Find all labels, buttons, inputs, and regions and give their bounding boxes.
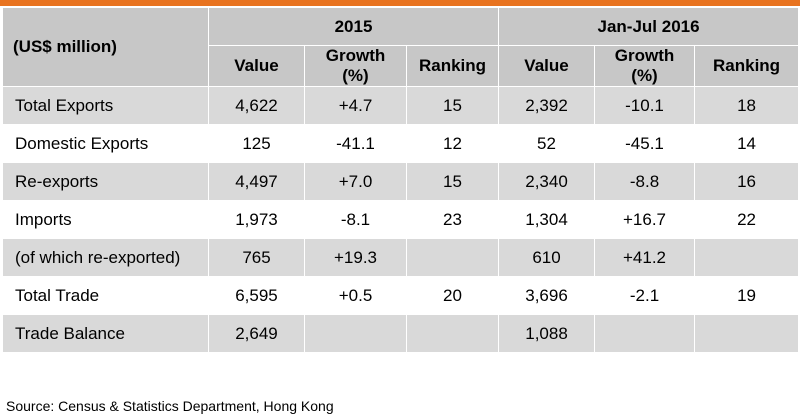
cell-ranking	[405, 314, 500, 353]
cell-value: 2,392	[498, 86, 596, 125]
cell-ranking: 14	[694, 124, 800, 163]
cell-ranking: 16	[694, 162, 800, 201]
cell-value: 6,595	[208, 276, 305, 315]
cell-ranking	[405, 238, 500, 277]
unit-header: (US$ million)	[2, 7, 209, 87]
row-label: (of which re-exported)	[2, 238, 209, 277]
cell-value: 765	[208, 238, 305, 277]
table-row-total-exports: Total Exports 4,622 +4.7 15 2,392 -10.1 …	[2, 86, 800, 125]
cell-growth: +19.3	[304, 238, 407, 277]
cell-ranking: 23	[405, 200, 500, 239]
cell-growth	[594, 314, 696, 353]
row-label: Domestic Exports	[2, 124, 209, 163]
cell-value: 1,304	[498, 200, 596, 239]
cell-growth: -8.1	[304, 200, 407, 239]
source-note: Source: Census & Statistics Department, …	[6, 398, 334, 414]
cell-growth: +4.7	[304, 86, 407, 125]
cell-growth: -2.1	[594, 276, 696, 315]
row-label: Trade Balance	[2, 314, 209, 353]
row-label: Total Exports	[2, 86, 209, 125]
cell-ranking: 12	[405, 124, 500, 163]
table-row-domestic-exports: Domestic Exports 125 -41.1 12 52 -45.1 1…	[2, 124, 800, 163]
cell-value: 2,649	[208, 314, 305, 353]
cell-value: 3,696	[498, 276, 596, 315]
cell-growth: +0.5	[304, 276, 407, 315]
col-header-ranking: Ranking	[694, 45, 800, 87]
table-row-imports: Imports 1,973 -8.1 23 1,304 +16.7 22	[2, 200, 800, 239]
table-row-of-which-re-exported: (of which re-exported) 765 +19.3 610 +41…	[2, 238, 800, 277]
table-row-trade-balance: Trade Balance 2,649 1,088	[2, 314, 800, 353]
cell-value: 125	[208, 124, 305, 163]
row-label: Re-exports	[2, 162, 209, 201]
col-header-value: Value	[498, 45, 596, 87]
period-header-2015: 2015	[207, 7, 500, 46]
table-row-re-exports: Re-exports 4,497 +7.0 15 2,340 -8.8 16	[2, 162, 800, 201]
cell-value: 4,497	[208, 162, 305, 201]
period-header-2016: Jan-Jul 2016	[498, 7, 800, 46]
cell-growth: -41.1	[304, 124, 407, 163]
cell-growth: -8.8	[594, 162, 696, 201]
cell-growth	[304, 314, 407, 353]
row-label: Total Trade	[2, 276, 209, 315]
trade-table: (US$ million) 2015 Jan-Jul 2016 Value Gr…	[2, 7, 800, 353]
cell-value: 1,973	[208, 200, 305, 239]
cell-ranking: 15	[405, 86, 500, 125]
cell-growth: +16.7	[594, 200, 696, 239]
cell-ranking: 18	[694, 86, 800, 125]
cell-value: 1,088	[498, 314, 596, 353]
cell-growth: +41.2	[594, 238, 696, 277]
cell-ranking	[694, 238, 800, 277]
cell-value: 610	[498, 238, 596, 277]
table-row-total-trade: Total Trade 6,595 +0.5 20 3,696 -2.1 19	[2, 276, 800, 315]
cell-growth: +7.0	[304, 162, 407, 201]
cell-ranking	[694, 314, 800, 353]
cell-ranking: 15	[405, 162, 500, 201]
cell-value: 2,340	[498, 162, 596, 201]
cell-ranking: 20	[405, 276, 500, 315]
cell-ranking: 19	[694, 276, 800, 315]
cell-value: 4,622	[208, 86, 305, 125]
cell-growth: -10.1	[594, 86, 696, 125]
col-header-growth: Growth (%)	[304, 45, 407, 87]
cell-growth: -45.1	[594, 124, 696, 163]
col-header-ranking: Ranking	[405, 45, 500, 87]
row-label: Imports	[2, 200, 209, 239]
col-header-growth: Growth (%)	[594, 45, 696, 87]
cell-ranking: 22	[694, 200, 800, 239]
cell-value: 52	[498, 124, 596, 163]
accent-bar	[0, 0, 800, 6]
col-header-value: Value	[208, 45, 305, 87]
